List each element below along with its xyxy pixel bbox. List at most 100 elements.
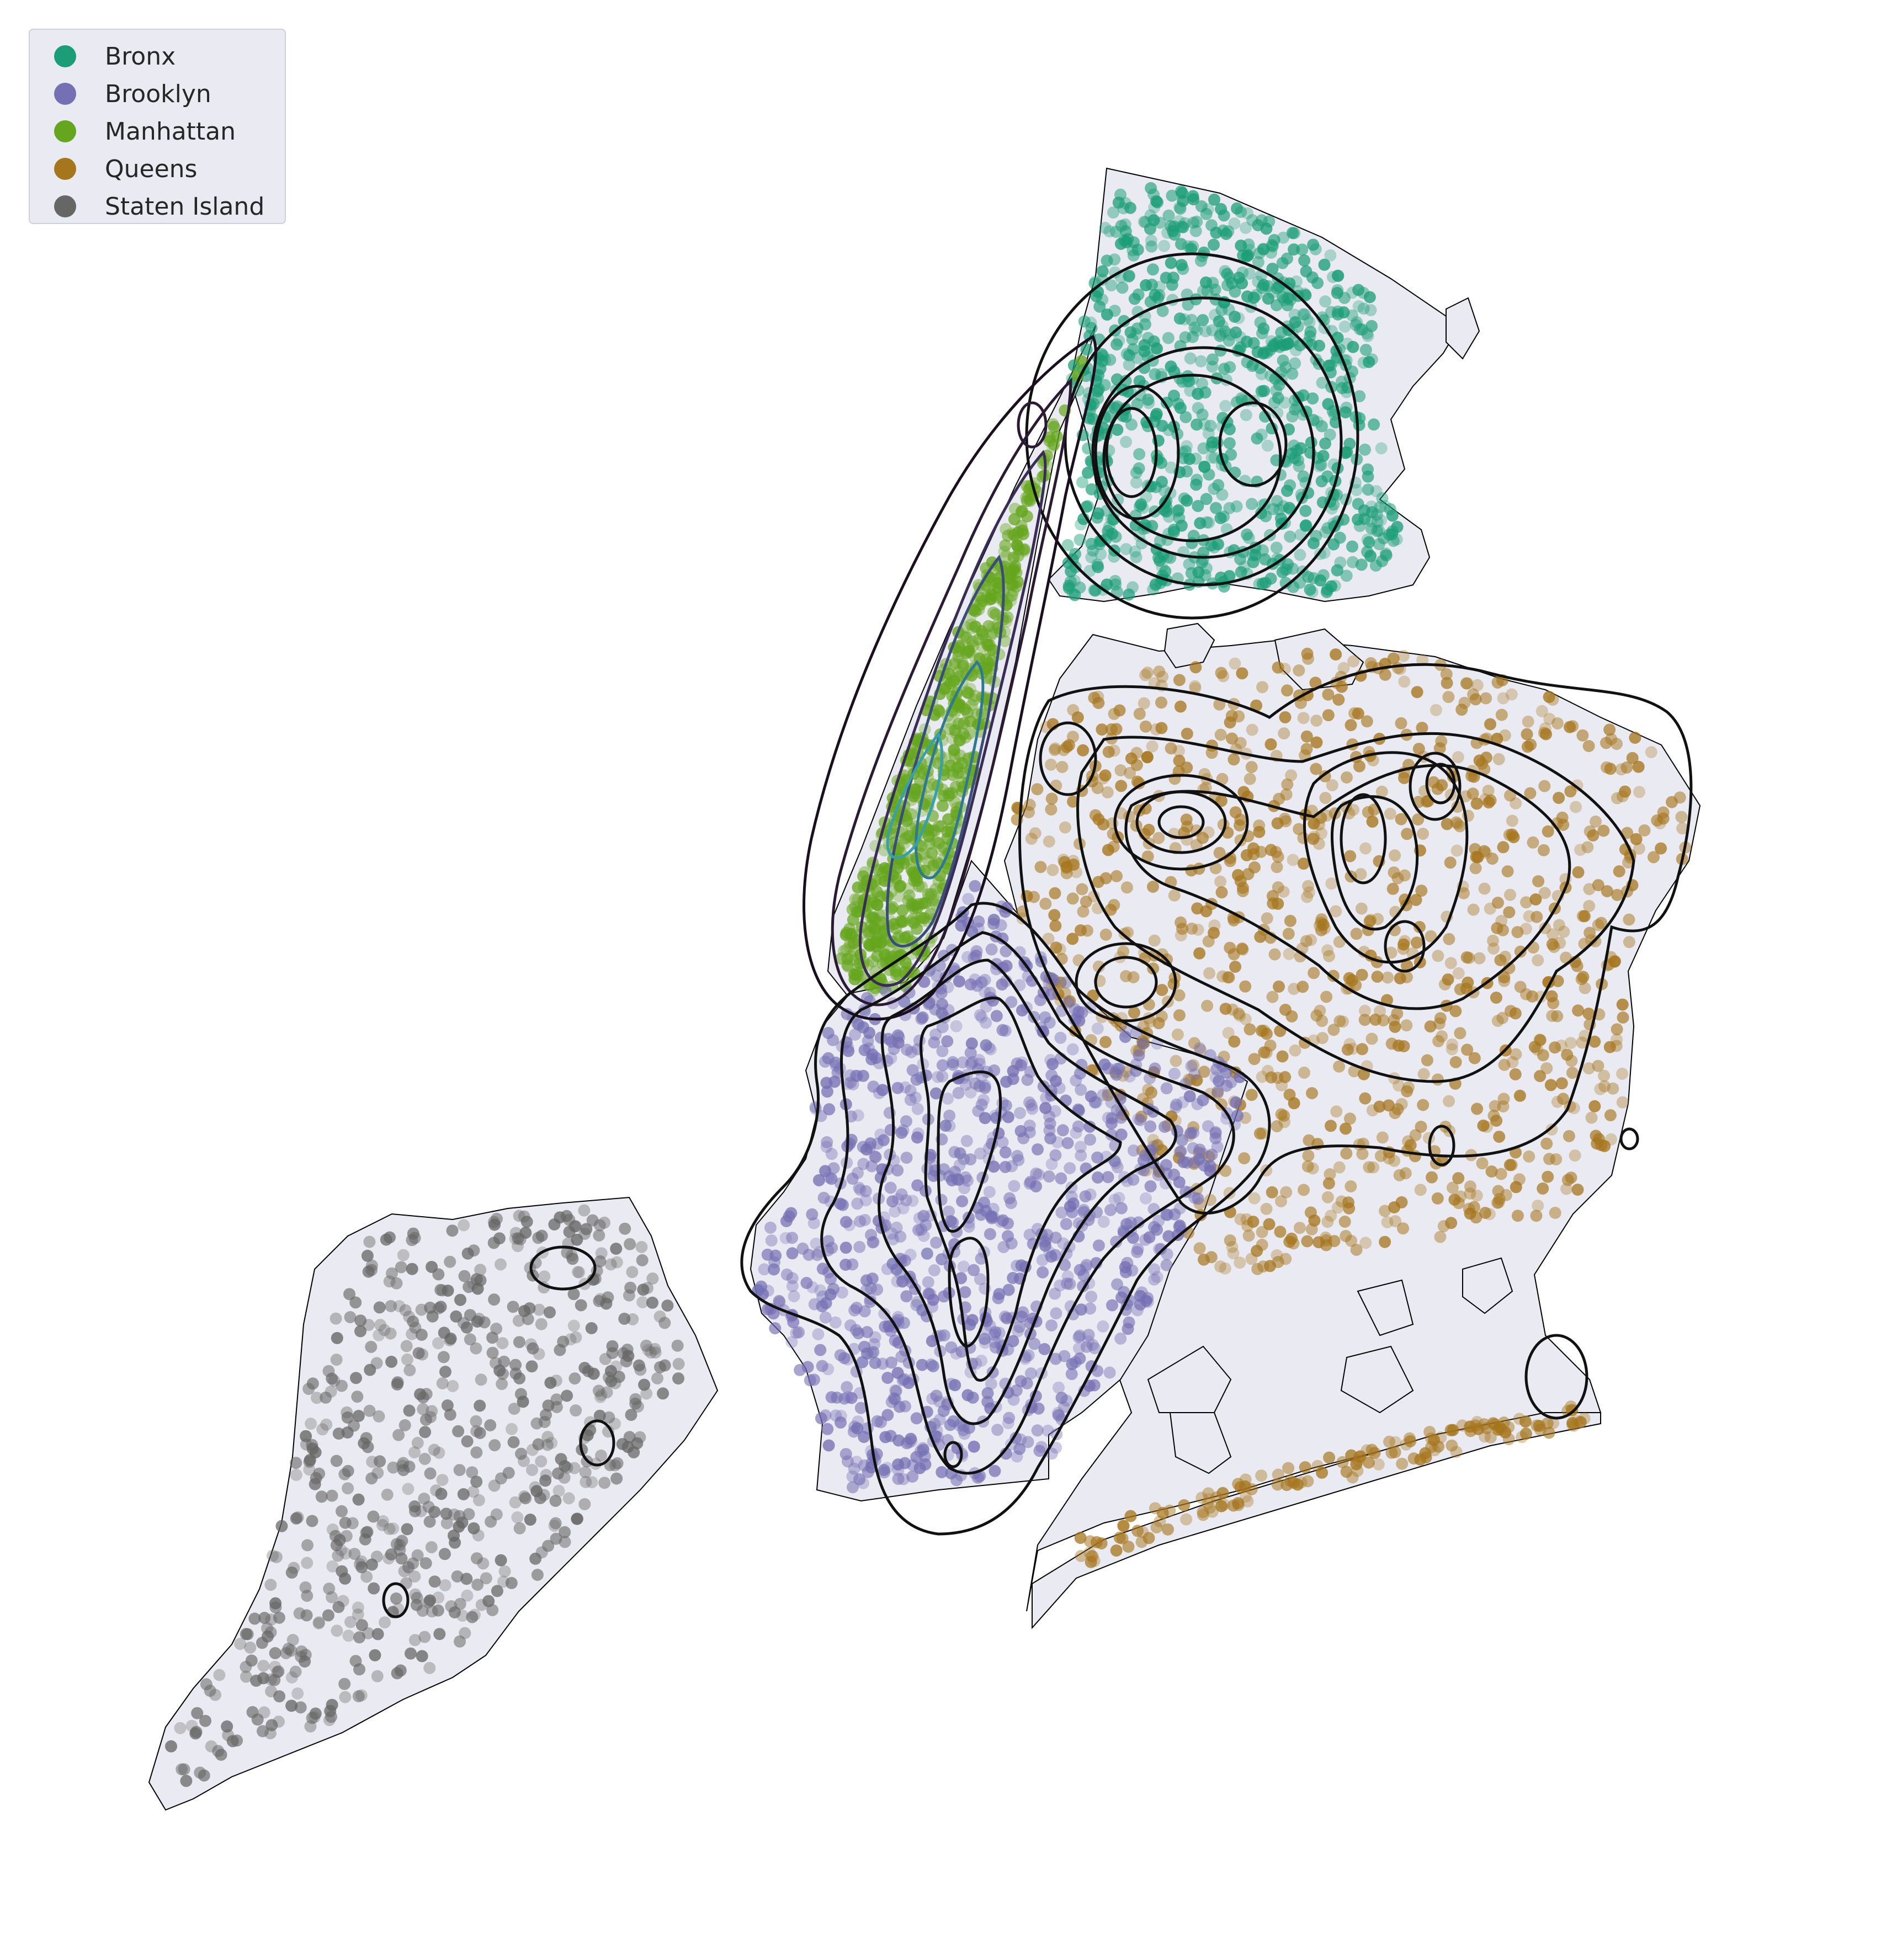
incident-point — [603, 1411, 615, 1424]
incident-point — [969, 651, 981, 664]
incident-point — [1173, 512, 1186, 524]
incident-point — [1545, 1123, 1558, 1136]
incident-point — [658, 1359, 671, 1372]
incident-point — [1168, 889, 1181, 902]
incident-point — [1000, 945, 1012, 957]
incident-point — [610, 1243, 623, 1255]
incident-point — [1260, 222, 1273, 235]
incident-point — [1220, 1066, 1232, 1079]
incident-point — [1315, 459, 1327, 471]
incident-point — [330, 1312, 342, 1325]
incident-point — [1109, 574, 1122, 587]
incident-point — [633, 1359, 645, 1372]
incident-point — [1186, 922, 1198, 935]
contour-queens — [1425, 763, 1456, 805]
incident-point — [1353, 520, 1366, 532]
incident-point — [1270, 299, 1283, 312]
incident-point — [909, 1091, 922, 1104]
incident-point — [1050, 941, 1062, 954]
incident-point — [1598, 1080, 1611, 1093]
incident-point — [1230, 1096, 1242, 1109]
incident-point — [1547, 694, 1559, 706]
incident-point — [1021, 510, 1033, 523]
incident-point — [418, 1631, 431, 1643]
incident-point — [390, 1592, 402, 1605]
incident-point — [1561, 1048, 1574, 1061]
incident-point — [957, 1260, 970, 1273]
incident-point — [1023, 1126, 1036, 1138]
incident-point — [1120, 435, 1132, 448]
incident-point — [1014, 1107, 1026, 1120]
incident-point — [1339, 406, 1352, 419]
incident-point — [585, 1322, 598, 1334]
incident-point — [486, 1604, 499, 1616]
incident-point — [1506, 814, 1518, 827]
incident-point — [1147, 1133, 1160, 1146]
incident-point — [1272, 1468, 1284, 1481]
incident-point — [1186, 313, 1198, 326]
incident-point — [1099, 354, 1112, 366]
incident-point — [526, 1464, 538, 1476]
incident-point — [930, 1389, 943, 1402]
incident-point — [265, 1719, 278, 1732]
incident-point — [480, 1572, 492, 1585]
incident-point — [1375, 785, 1388, 798]
incident-point — [1534, 1070, 1547, 1083]
incident-point — [1626, 752, 1639, 764]
incident-point — [1223, 971, 1235, 984]
incident-point — [1236, 885, 1249, 897]
incident-point — [917, 1229, 930, 1242]
incident-point — [858, 1459, 870, 1472]
incident-point — [350, 1372, 362, 1384]
incident-point — [1322, 709, 1335, 722]
incident-point — [550, 1393, 563, 1406]
incident-point — [1282, 337, 1294, 350]
contour-queens — [1135, 790, 1227, 854]
incident-point — [1189, 661, 1202, 674]
incident-point — [928, 1036, 940, 1049]
incident-point — [1526, 990, 1539, 1003]
incident-point — [1498, 1058, 1511, 1071]
incident-point — [1452, 1172, 1465, 1185]
incident-point — [400, 1340, 413, 1352]
incident-point — [1039, 1102, 1052, 1115]
incident-point — [1585, 1111, 1598, 1124]
incident-point — [1142, 393, 1155, 406]
incident-point — [433, 1628, 446, 1641]
incident-point — [392, 1602, 405, 1615]
incident-point — [1413, 921, 1426, 933]
incident-point — [322, 1609, 334, 1622]
incident-point — [1363, 356, 1375, 368]
incident-point — [1177, 221, 1189, 233]
incident-point — [1134, 1114, 1146, 1126]
incident-point — [931, 970, 943, 982]
incident-point — [586, 1476, 598, 1489]
incident-point — [1150, 409, 1162, 422]
incident-point — [827, 1282, 839, 1295]
incident-point — [1271, 1120, 1283, 1132]
incident-point — [1144, 1180, 1157, 1192]
incident-point — [839, 1259, 852, 1271]
incident-point — [969, 1077, 981, 1090]
incident-point — [1253, 825, 1266, 838]
incident-point — [1130, 747, 1143, 759]
incident-point — [1503, 829, 1516, 841]
incident-point — [1266, 990, 1279, 1003]
incident-point — [519, 1492, 532, 1505]
incident-point — [1306, 585, 1319, 598]
incident-point — [1148, 1263, 1161, 1276]
incident-point — [384, 1327, 397, 1340]
incident-point — [1299, 308, 1311, 321]
incident-point — [878, 1307, 891, 1320]
incident-point — [841, 952, 854, 965]
incident-point — [1326, 271, 1339, 283]
incident-point — [1331, 286, 1343, 299]
incident-point — [1045, 1250, 1058, 1263]
incident-point — [897, 1202, 910, 1215]
incident-point — [1124, 1216, 1137, 1229]
incident-point — [1283, 947, 1295, 960]
incident-point — [495, 1554, 507, 1567]
incident-point — [1150, 723, 1162, 736]
incident-point — [508, 1403, 520, 1415]
incident-point — [1340, 1147, 1353, 1160]
